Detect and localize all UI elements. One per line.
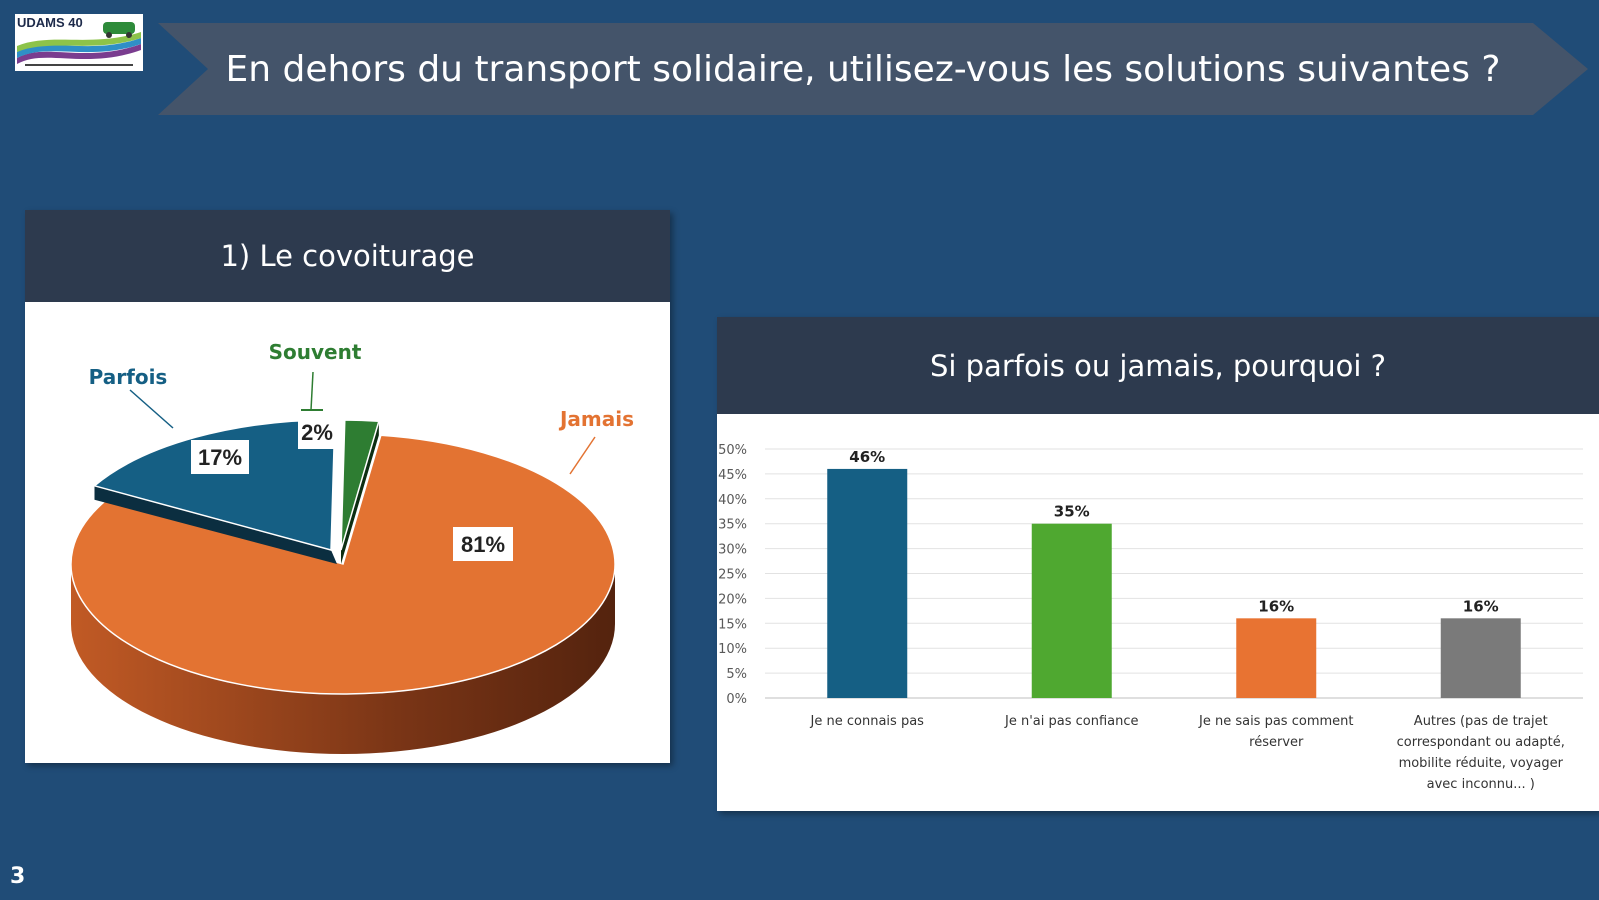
y-tick-label: 10% — [718, 642, 747, 657]
parfois-data-label-box — [191, 440, 249, 474]
y-tick-label: 15% — [718, 617, 747, 632]
x-category-label: Je ne connais pas — [810, 714, 925, 729]
bar-panel-title: Si parfois ou jamais, pourquoi ? — [717, 317, 1599, 414]
bar — [827, 468, 908, 698]
jamais-data-label: 81% — [461, 532, 505, 557]
logo-text: UDAMS 40 — [17, 15, 83, 30]
y-tick-label: 35% — [718, 518, 747, 533]
x-category-label: Autres (pas de trajet correspondant ou ad… — [1397, 714, 1565, 792]
x-category-label: Je ne sais pas comment réserver — [1198, 714, 1353, 750]
jamais-data-label-box — [453, 527, 513, 561]
x-category-label-line: mobilite réduite, voyager — [1399, 756, 1564, 771]
x-category-label: Je n'ai pas confiance — [1004, 714, 1139, 729]
bar-value-label: 16% — [1463, 597, 1499, 615]
y-tick-label: 20% — [718, 592, 747, 607]
bar-chart: 0% 5% 10% 15% 20% 25% 30% 35% 40% 45% 50% 46% Je ne … — [718, 443, 1583, 792]
bar-value-label: 46% — [849, 448, 885, 466]
pie-chart: 81% 17% 2% Jamais Parfois Souvent — [70, 340, 634, 754]
y-tick-label: 50% — [718, 443, 747, 458]
souvent-category-label: Souvent — [269, 340, 362, 364]
souvent-slice-edge — [341, 421, 379, 564]
bar-value-label: 16% — [1258, 597, 1294, 615]
bar-value-label: 35% — [1054, 503, 1090, 521]
pie-panel-title: 1) Le covoiturage — [25, 210, 670, 302]
souvent-data-label: 2% — [301, 420, 333, 445]
y-tick-label: 40% — [718, 493, 747, 508]
parfois-slice-edge — [94, 485, 337, 564]
x-category-label-line: correspondant ou adapté, — [1397, 735, 1565, 750]
x-category-label-line: Je n'ai pas confiance — [1004, 714, 1139, 729]
slide-number: 3 — [10, 864, 26, 889]
y-tick-label: 30% — [718, 543, 747, 558]
covoiturage-panel: 1) Le covoiturage 81% 17% 2% Jamais Parfois S… — [25, 210, 670, 763]
jamais-category-label: Jamais — [558, 407, 634, 431]
bar — [1236, 618, 1317, 698]
x-category-label-line: avec inconnu... ) — [1427, 777, 1535, 792]
souvent-data-label-box — [298, 415, 336, 449]
jamais-leader-line — [569, 436, 596, 475]
x-category-label-line: Je ne connais pas — [810, 714, 925, 729]
banner-shape — [158, 23, 1588, 115]
bar — [1440, 618, 1521, 698]
jamais-slice-side — [71, 564, 615, 754]
souvent-slice — [340, 419, 380, 551]
udams-logo: UDAMS 40 — [15, 14, 143, 71]
bar — [1031, 523, 1112, 698]
parfois-category-label: Parfois — [89, 365, 168, 389]
x-category-label-line: Autres (pas de trajet — [1414, 714, 1548, 729]
y-tick-label: 0% — [726, 692, 747, 707]
x-category-label-line: réserver — [1249, 735, 1304, 750]
x-category-label-line: Je ne sais pas comment — [1198, 714, 1353, 729]
parfois-leader-line — [129, 389, 174, 429]
logo-graphic — [17, 22, 141, 66]
title-banner: En dehors du transport solidaire, utilis… — [158, 23, 1588, 115]
slide-title: En dehors du transport solidaire, utilis… — [225, 48, 1501, 90]
y-tick-label: 25% — [718, 568, 747, 583]
jamais-slice — [70, 434, 616, 695]
parfois-data-label: 17% — [198, 445, 242, 470]
y-tick-label: 5% — [726, 667, 747, 682]
souvent-leader-line — [310, 371, 314, 411]
y-tick-label: 45% — [718, 468, 747, 483]
pourquoi-panel: Si parfois ou jamais, pourquoi ? 0% 5% 10%… — [717, 317, 1599, 811]
